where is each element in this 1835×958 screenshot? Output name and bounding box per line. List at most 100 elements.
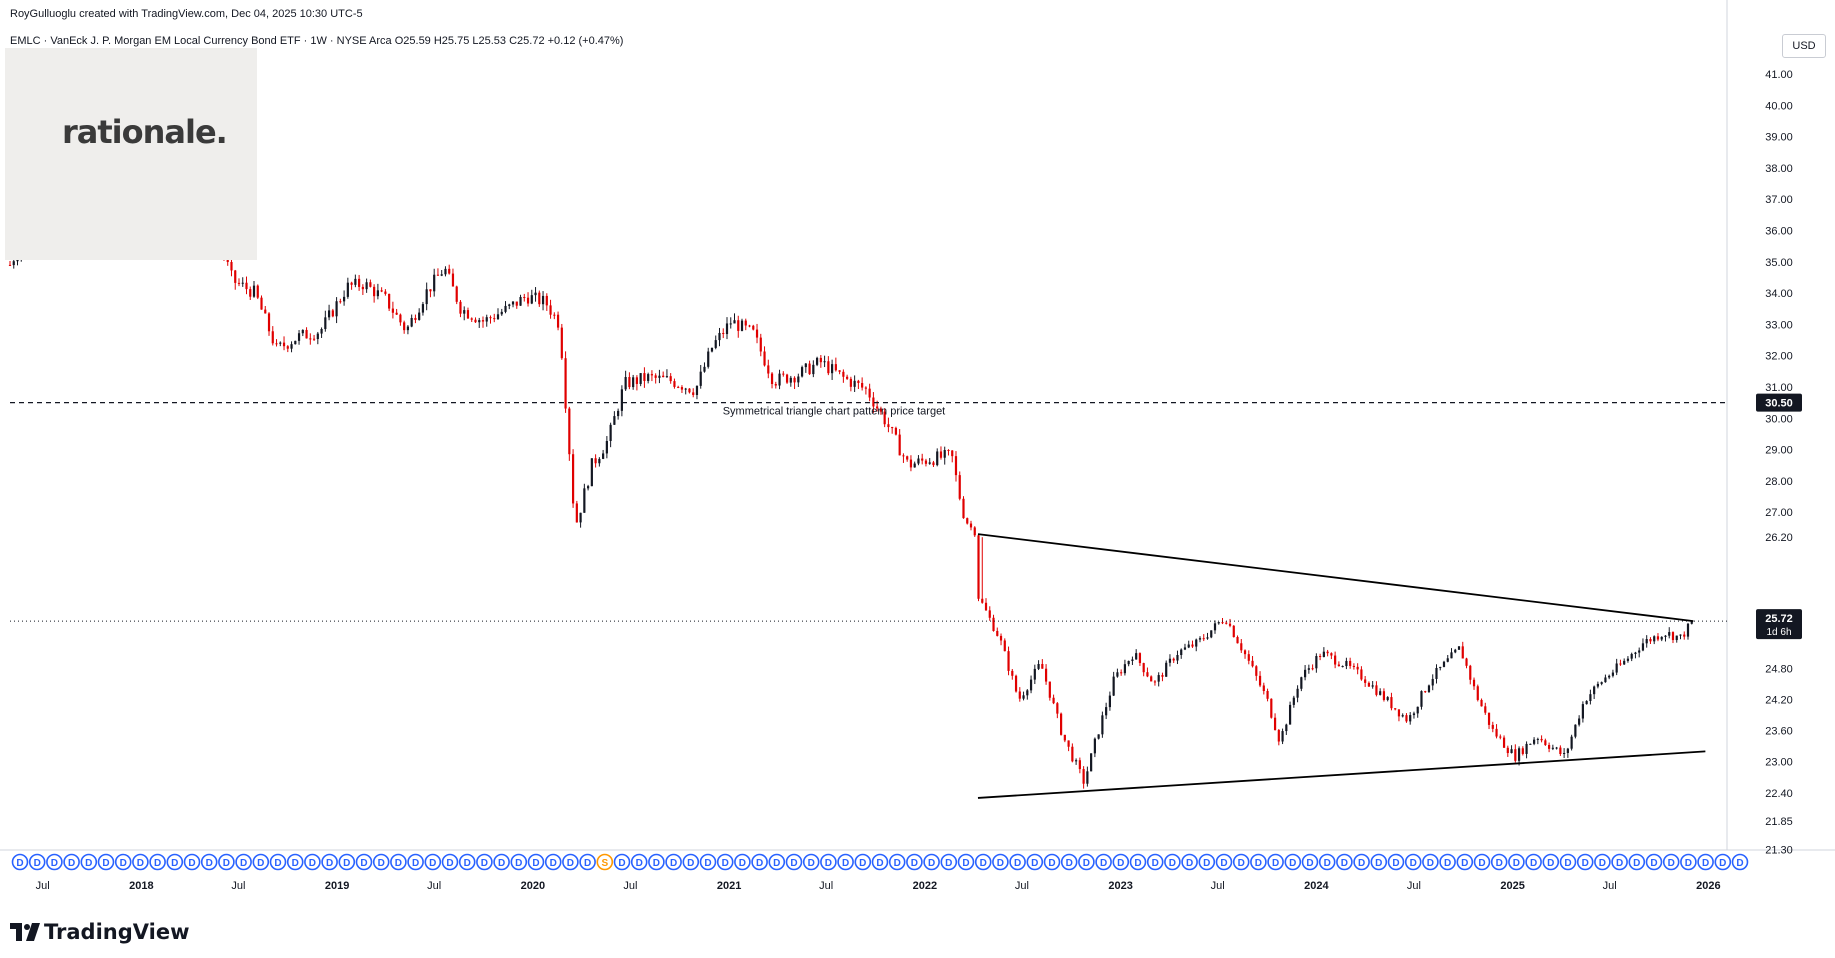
candle-body — [1255, 666, 1258, 676]
candle-body — [1330, 653, 1333, 656]
event-letter: D — [223, 858, 230, 869]
candle — [1540, 735, 1543, 743]
dividend-event-icon: D — [372, 853, 390, 871]
candle-body — [541, 295, 545, 305]
price-chart[interactable]: Symmetrical triangle chart pattern price… — [0, 0, 1835, 910]
candle-body — [1649, 639, 1652, 642]
candle-body — [1345, 660, 1348, 667]
event-circle — [63, 853, 80, 871]
dividend-event-icon: D — [1628, 853, 1646, 871]
candle-body — [1262, 685, 1265, 691]
candle-body — [1131, 659, 1134, 661]
event-circle — [596, 853, 614, 871]
time-tick-label: 2025 — [1500, 880, 1524, 892]
candle — [474, 317, 477, 323]
candle — [1093, 737, 1096, 758]
event-circle — [1112, 853, 1130, 871]
price-tick-label: 24.20 — [1765, 695, 1793, 707]
candle — [1255, 665, 1258, 681]
event-circle — [820, 853, 837, 871]
candle — [1063, 734, 1066, 743]
candle-body — [1251, 660, 1254, 667]
candle — [996, 627, 999, 637]
candle — [1491, 721, 1494, 733]
event-letter: D — [584, 858, 591, 869]
candle — [643, 367, 646, 388]
candle — [1379, 688, 1382, 696]
event-circle — [372, 853, 390, 871]
candle-body — [1176, 655, 1179, 661]
candle-body — [1626, 658, 1630, 661]
event-letter: D — [68, 858, 75, 869]
event-circle — [1525, 853, 1542, 871]
candle-body — [1041, 663, 1044, 669]
candle-body — [1589, 694, 1592, 701]
event-circle — [940, 853, 958, 871]
candle — [1476, 684, 1479, 702]
currency-button[interactable]: USD — [1782, 34, 1826, 58]
tradingview-logo[interactable]: TradingView — [10, 920, 189, 944]
candle-body — [981, 598, 984, 603]
candle-body — [737, 320, 740, 331]
candle — [1668, 627, 1671, 639]
price-tick-label: 35.00 — [1765, 257, 1793, 269]
candle — [1086, 766, 1089, 787]
candle — [1165, 660, 1168, 677]
candle — [511, 301, 515, 308]
event-circle — [1060, 853, 1078, 871]
event-circle — [1404, 853, 1422, 871]
candle-body — [861, 382, 864, 388]
candle — [1521, 746, 1524, 756]
event-letter: D — [1392, 858, 1399, 869]
candle — [1101, 711, 1104, 738]
candle-body — [680, 387, 684, 390]
candle-body — [1405, 715, 1408, 722]
event-letter: D — [498, 858, 505, 869]
candle — [346, 277, 349, 299]
candle-body — [782, 373, 785, 375]
candle — [1356, 663, 1359, 675]
candle-body — [549, 305, 552, 315]
time-tick-label: Jul — [819, 880, 833, 892]
candle-body — [819, 357, 822, 363]
candle — [1341, 665, 1344, 668]
candle — [260, 295, 263, 310]
event-circle — [1284, 853, 1302, 871]
candle-body — [909, 459, 913, 468]
dividend-event-icon: D — [854, 853, 872, 871]
candle — [327, 304, 331, 321]
candle-body — [1044, 668, 1048, 682]
candle — [279, 341, 282, 347]
candle — [1097, 734, 1100, 740]
price-axis[interactable]: 41.00 40.00 39.00 38.00 37.00 36.00 35.00 34.00… — [1756, 69, 1802, 857]
event-letter: D — [1083, 858, 1090, 869]
candle-body — [1364, 679, 1367, 683]
event-letter: D — [980, 858, 987, 869]
event-circle — [923, 853, 940, 871]
candle — [1450, 648, 1453, 659]
event-letter: D — [1530, 858, 1537, 869]
candle-body — [1048, 681, 1051, 698]
candle-body — [1514, 749, 1517, 761]
event-letter: D — [34, 858, 41, 869]
time-axis[interactable]: Jul 2018 Jul 2019 Jul 2020 Jul 2021 Jul 2022 Jul 20… — [36, 880, 1721, 892]
candle — [553, 312, 556, 320]
event-letter: D — [429, 858, 436, 869]
candle-body — [1022, 695, 1025, 699]
event-letter: D — [1599, 858, 1606, 869]
candle — [320, 327, 323, 338]
candle-body — [924, 460, 928, 464]
symbol-legend[interactable]: EMLC · VanEck J. P. Morgan EM Local Curr… — [10, 35, 624, 47]
event-letter: D — [1513, 858, 1520, 869]
event-circle — [1508, 853, 1525, 871]
candle-body — [553, 314, 556, 316]
candle-body — [692, 392, 695, 395]
candle — [1532, 737, 1536, 746]
event-letter: D — [1668, 858, 1675, 869]
candle — [936, 448, 939, 467]
candle-body — [1243, 650, 1247, 655]
candle-body — [913, 463, 916, 468]
candle-body — [312, 338, 316, 340]
candle — [1623, 658, 1626, 665]
candle-body — [440, 274, 443, 276]
